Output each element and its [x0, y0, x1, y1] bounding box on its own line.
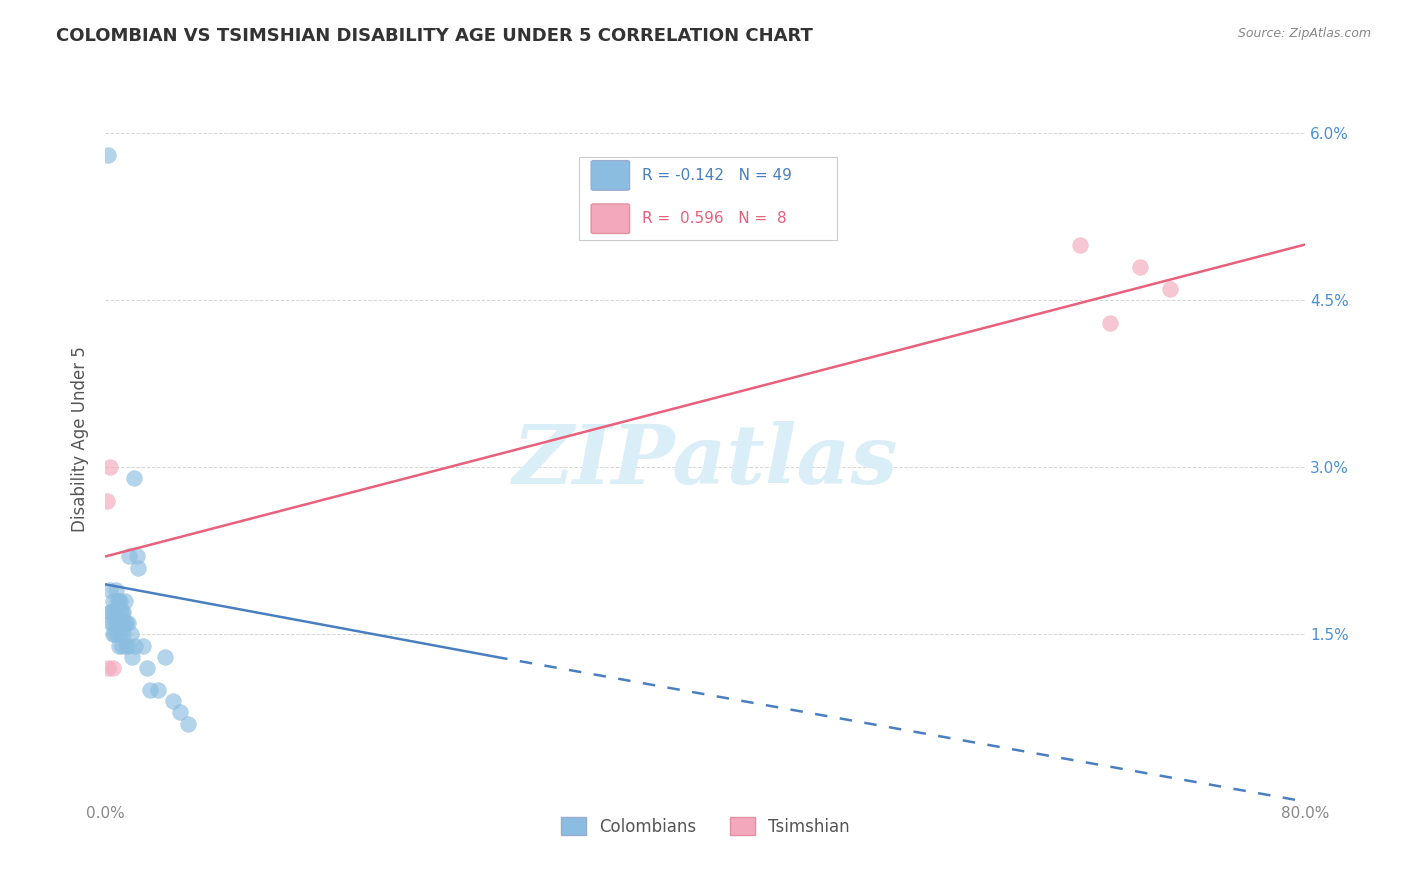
- Point: [115, 639, 138, 653]
- Point: [125, 549, 148, 564]
- Point: [101, 594, 124, 608]
- Point: [111, 616, 134, 631]
- Point: [169, 706, 191, 720]
- Legend: Colombians, Tsimshian: Colombians, Tsimshian: [553, 809, 858, 844]
- Text: R = -0.142   N = 49: R = -0.142 N = 49: [641, 168, 792, 183]
- Point: [108, 594, 131, 608]
- Point: [111, 639, 134, 653]
- Point: [1129, 260, 1152, 274]
- Point: [105, 594, 128, 608]
- Point: [131, 639, 153, 653]
- Point: [107, 594, 129, 608]
- Text: COLOMBIAN VS TSIMSHIAN DISABILITY AGE UNDER 5 CORRELATION CHART: COLOMBIAN VS TSIMSHIAN DISABILITY AGE UN…: [56, 27, 813, 45]
- Point: [114, 594, 136, 608]
- Point: [108, 605, 131, 619]
- Point: [100, 605, 122, 619]
- Point: [121, 649, 143, 664]
- Point: [100, 616, 122, 631]
- Point: [108, 627, 131, 641]
- Point: [115, 616, 138, 631]
- Point: [155, 649, 177, 664]
- Point: [98, 605, 121, 619]
- Point: [108, 616, 131, 631]
- Point: [103, 627, 125, 641]
- Point: [1069, 237, 1091, 252]
- Point: [1099, 316, 1122, 330]
- FancyBboxPatch shape: [591, 161, 630, 190]
- Point: [177, 716, 200, 731]
- Point: [96, 493, 118, 508]
- Point: [105, 627, 128, 641]
- Text: R =  0.596   N =  8: R = 0.596 N = 8: [641, 211, 786, 227]
- Point: [122, 471, 145, 485]
- Point: [104, 616, 127, 631]
- Point: [98, 582, 121, 597]
- Point: [105, 616, 128, 631]
- Point: [136, 661, 159, 675]
- FancyBboxPatch shape: [579, 157, 837, 240]
- Point: [101, 661, 124, 675]
- Point: [98, 460, 121, 475]
- Point: [1159, 282, 1181, 296]
- Point: [117, 639, 139, 653]
- Point: [162, 694, 184, 708]
- Point: [120, 627, 142, 641]
- Point: [112, 605, 135, 619]
- Point: [104, 582, 127, 597]
- Point: [103, 605, 125, 619]
- Text: Source: ZipAtlas.com: Source: ZipAtlas.com: [1237, 27, 1371, 40]
- Point: [146, 683, 169, 698]
- Point: [97, 661, 120, 675]
- Y-axis label: Disability Age Under 5: Disability Age Under 5: [72, 347, 89, 533]
- Point: [104, 605, 127, 619]
- Point: [97, 148, 120, 162]
- Point: [124, 639, 146, 653]
- Point: [118, 549, 141, 564]
- FancyBboxPatch shape: [591, 204, 630, 234]
- Point: [127, 560, 149, 574]
- Point: [112, 627, 135, 641]
- Text: ZIPatlas: ZIPatlas: [512, 421, 898, 501]
- Point: [101, 616, 124, 631]
- Point: [107, 616, 129, 631]
- Point: [114, 616, 136, 631]
- Point: [107, 639, 129, 653]
- Point: [111, 605, 134, 619]
- Point: [139, 683, 162, 698]
- Point: [101, 627, 124, 641]
- Point: [117, 616, 139, 631]
